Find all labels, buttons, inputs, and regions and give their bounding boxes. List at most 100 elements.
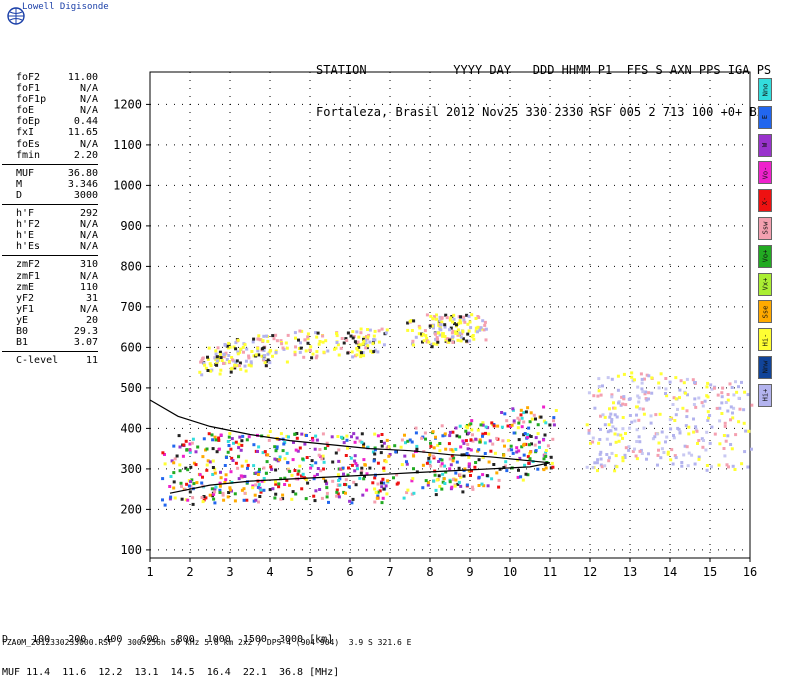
echo-point xyxy=(697,396,701,400)
echo-point xyxy=(438,442,442,445)
echo-point xyxy=(451,320,455,324)
echo-point xyxy=(243,474,247,478)
echo-point xyxy=(290,497,294,501)
echo-point xyxy=(236,352,240,356)
param-row-hf2: h'F2 N/A xyxy=(2,219,98,230)
echo-point xyxy=(690,453,694,457)
echo-point xyxy=(243,343,247,347)
echo-point xyxy=(305,434,308,437)
echo-point xyxy=(178,469,182,473)
echo-point xyxy=(440,316,444,320)
echo-point xyxy=(438,333,442,337)
echo-point xyxy=(211,438,215,442)
echo-point xyxy=(716,393,720,397)
echo-point xyxy=(519,413,523,417)
echo-point xyxy=(262,488,266,492)
echo-point xyxy=(395,473,399,477)
echo-point xyxy=(598,438,602,441)
echo-point xyxy=(680,461,684,464)
echo-point xyxy=(281,497,285,501)
x-tick-label: 11 xyxy=(543,565,557,579)
echo-point xyxy=(257,445,261,449)
echo-point xyxy=(346,473,350,477)
echo-point xyxy=(310,464,314,468)
echo-point xyxy=(201,475,204,479)
echo-point xyxy=(380,444,384,448)
echo-point xyxy=(672,436,676,440)
echo-point xyxy=(448,434,452,438)
echo-point xyxy=(470,313,474,317)
param-value: N/A xyxy=(79,94,98,106)
echo-point xyxy=(459,321,463,325)
echo-point xyxy=(444,470,448,474)
param-value: 3.346 xyxy=(67,178,98,190)
echo-point xyxy=(417,332,421,336)
param-value: 11.65 xyxy=(67,127,98,139)
echo-point xyxy=(291,458,295,462)
echo-point xyxy=(713,432,717,436)
echo-point xyxy=(294,448,298,452)
echo-point xyxy=(281,346,285,350)
echo-point xyxy=(659,456,663,460)
echo-point xyxy=(435,336,439,339)
echo-point xyxy=(442,477,446,481)
echo-point xyxy=(350,463,354,467)
echo-point xyxy=(519,408,523,412)
echo-point xyxy=(360,466,364,470)
echo-point xyxy=(437,474,441,478)
echo-point xyxy=(362,458,366,462)
echo-point xyxy=(438,327,442,331)
echo-point xyxy=(372,459,376,463)
echo-point xyxy=(339,467,343,471)
distance-unit: [km] xyxy=(309,634,334,645)
echo-point xyxy=(603,464,607,468)
echo-point xyxy=(674,397,678,401)
echo-point xyxy=(359,331,363,335)
echo-point xyxy=(212,492,216,496)
echo-point xyxy=(219,368,223,372)
echo-point xyxy=(225,358,229,361)
echo-point xyxy=(459,484,463,488)
echo-point xyxy=(240,439,244,443)
echo-point xyxy=(502,453,506,457)
echo-point xyxy=(483,320,487,324)
echo-point xyxy=(434,488,438,492)
echo-point xyxy=(214,361,218,365)
echo-point xyxy=(700,401,704,405)
echo-point xyxy=(331,479,335,483)
echo-point xyxy=(374,491,378,494)
echo-point xyxy=(726,409,730,413)
echo-point xyxy=(353,469,357,473)
echo-point xyxy=(277,485,281,489)
echo-point xyxy=(373,446,377,450)
echo-point xyxy=(516,475,520,479)
echo-point xyxy=(310,356,314,360)
param-label: B0 xyxy=(16,325,29,337)
echo-point xyxy=(490,421,494,425)
echo-point xyxy=(202,498,206,502)
echo-point xyxy=(226,450,230,454)
echo-point xyxy=(242,487,246,491)
echo-point xyxy=(316,331,320,335)
echo-point xyxy=(207,346,211,350)
echo-point xyxy=(630,371,634,375)
file-info-footer: FZA0M_2012330233000.RSF / 300×256h 50 kH… xyxy=(2,638,412,647)
echo-point xyxy=(208,362,212,366)
echo-point xyxy=(601,384,604,388)
echo-point xyxy=(463,320,467,324)
echo-point xyxy=(315,354,319,358)
echo-point xyxy=(256,346,260,350)
echo-point xyxy=(543,433,547,437)
x-tick-label: 4 xyxy=(266,565,273,579)
echo-point xyxy=(425,337,429,340)
echo-point xyxy=(249,360,253,364)
echo-point xyxy=(303,338,307,342)
echo-point xyxy=(469,448,473,452)
echo-point xyxy=(300,432,304,436)
echo-point xyxy=(378,489,382,493)
echo-point xyxy=(351,497,355,501)
echo-point xyxy=(251,484,255,488)
echo-point xyxy=(438,484,442,488)
param-label: yF1 xyxy=(16,303,35,315)
echo-point xyxy=(443,464,447,468)
